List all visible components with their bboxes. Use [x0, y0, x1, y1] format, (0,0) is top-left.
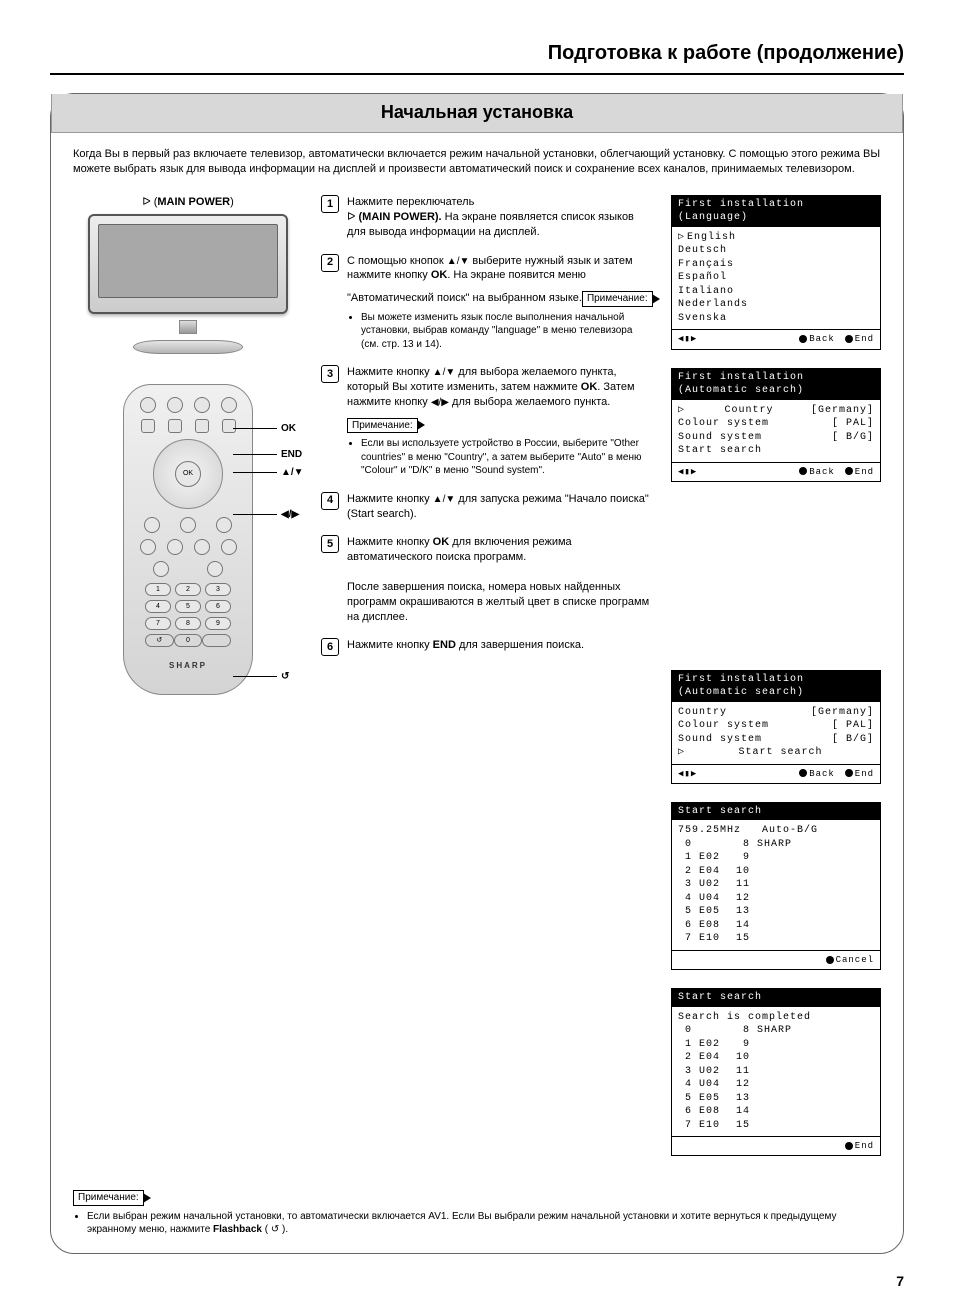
bottom-note: Примечание: Если выбран режим начальной … [73, 1182, 881, 1237]
tv-label: ᐅ (MAIN POWER) [73, 195, 303, 210]
osd-autosearch-1: First installation(Automatic search) Cou… [671, 368, 881, 482]
step-number: 1 [321, 195, 339, 213]
intro-text: Когда Вы в первый раз включаете телевизо… [73, 147, 881, 177]
step-number: 6 [321, 638, 339, 656]
left-column: ᐅ (MAIN POWER) OK 123 456 789 [73, 195, 303, 1174]
page-number: 7 [50, 1272, 904, 1291]
section-titlebar: Начальная установка [51, 94, 903, 133]
step-1: 1Нажмите переключательᐅ (MAIN POWER). На… [321, 195, 653, 240]
rule [50, 73, 904, 75]
callout-flashback: ↺ [281, 670, 289, 684]
osd-search-progress: Start search 759.25MHz Auto-B/G 0 1 E02 … [671, 802, 881, 970]
callout-leftright: ◀/▶ [281, 508, 299, 522]
page-title: Подготовка к работе (продолжение) [50, 40, 904, 67]
osd-autosearch-2: First installation(Automatic search) Cou… [671, 670, 881, 784]
step-4: 4Нажмите кнопку ▲/▼ для запуска режима "… [321, 492, 653, 522]
remote-illustration: OK 123 456 789 ↺0 SHARP [123, 384, 253, 695]
callout-end: END [281, 448, 302, 462]
osd-search-complete: Start search Search is completed 0 1 E02… [671, 988, 881, 1156]
content-frame: Начальная установка Когда Вы в первый ра… [50, 93, 904, 1254]
step-number: 4 [321, 492, 339, 510]
remote-brand: SHARP [134, 661, 242, 672]
steps-column: 1Нажмите переключательᐅ (MAIN POWER). На… [321, 195, 653, 1174]
osd-column: First installation(Language) EnglishDeut… [671, 195, 881, 1174]
osd-language: First installation(Language) EnglishDeut… [671, 195, 881, 350]
callout-updown: ▲/▼ [281, 466, 304, 480]
section-title: Начальная установка [381, 102, 573, 122]
callout-ok: OK [281, 422, 296, 436]
step-6: 6Нажмите кнопку END для завершения поиск… [321, 638, 653, 656]
step-3: 3Нажмите кнопку ▲/▼ для выбора желаемого… [321, 365, 653, 478]
step-5: 5Нажмите кнопку OK для включения режима … [321, 535, 653, 624]
step-number: 3 [321, 365, 339, 383]
tv-illustration [88, 214, 288, 354]
step-number: 5 [321, 535, 339, 553]
step-number: 2 [321, 254, 339, 272]
step-2: 2С помощью кнопок ▲/▼ выберите нужный яз… [321, 254, 653, 352]
